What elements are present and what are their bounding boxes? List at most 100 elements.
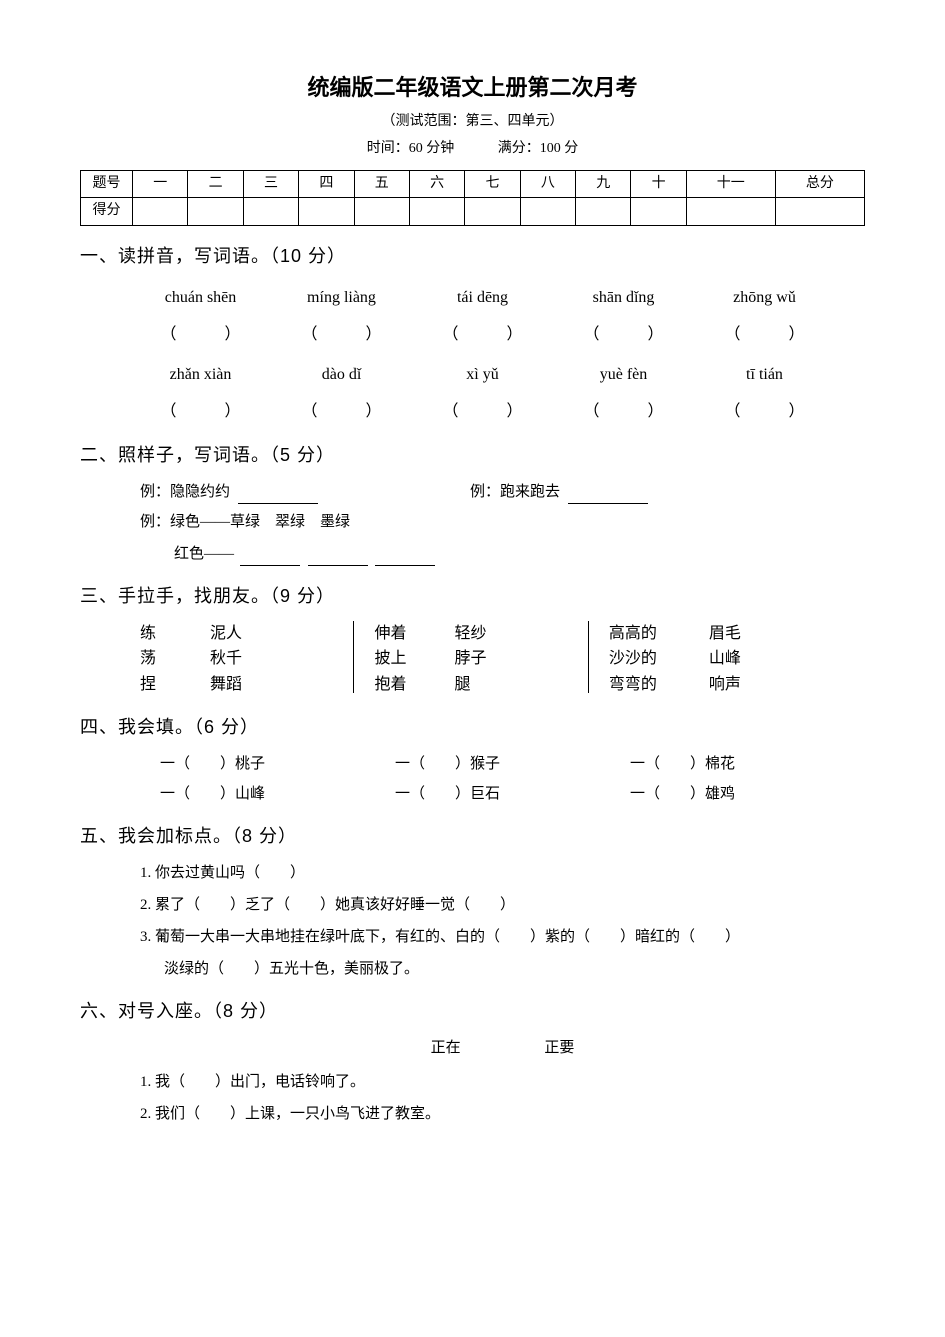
match-item: 秋千 [210,646,353,672]
match-container: 练 荡 捏 泥人 秋千 舞蹈 伸着 披上 抱着 轻纱 脖子 腿 高高的 沙沙的 … [80,621,865,698]
question-line: 3. 葡萄一大串一大串地挂在绿叶底下，有红的、白的（ ）紫的（ ）暗红的（ ） [80,925,865,949]
pinyin-item: shān dǐng [553,285,694,311]
word-choices: 正在 正要 [80,1036,865,1060]
section-1-head: 一、读拼音，写词语。（10 分） [80,242,865,271]
score-cell [354,198,409,225]
question-line: 1. 我（ ）出门，电话铃响了。 [80,1070,865,1094]
question-line: 1. 你去过黄山吗（ ） [80,861,865,885]
score-cell [686,198,775,225]
match-item: 腿 [454,672,587,698]
score-cell [520,198,575,225]
col-head: 三 [243,170,298,197]
score-cell [576,198,631,225]
question-line: 淡绿的（ ）五光十色，美丽极了。 [80,957,865,981]
table-row: 题号 一 二 三 四 五 六 七 八 九 十 十一 总分 [81,170,865,197]
score-cell [243,198,298,225]
answer-blank: （ ） [271,322,412,348]
answer-blank: （ ） [694,322,835,348]
fill-item: 一（ ）雄鸡 [630,782,865,806]
score-cell [631,198,686,225]
answer-blank: （ ） [412,399,553,425]
col-head: 十一 [686,170,775,197]
pinyin-item: zhǎn xiàn [130,362,271,388]
match-item: 抱着 [374,672,454,698]
section-3-head: 三、手拉手，找朋友。（9 分） [80,582,865,611]
pinyin-row: chuán shēn míng liàng tái dēng shān dǐng… [80,285,865,311]
col-head: 六 [409,170,464,197]
answer-blank: （ ） [130,399,271,425]
fill-row: 一（ ）山峰 一（ ）巨石 一（ ）雄鸡 [80,782,865,806]
question-line: 2. 我们（ ）上课，一只小鸟飞进了教室。 [80,1102,865,1126]
pinyin-item: míng liàng [271,285,412,311]
example-line: 例：绿色——草绿 翠绿 墨绿 [80,510,865,534]
answer-blank: （ ） [553,322,694,348]
match-item: 练 [140,621,210,647]
section-6-head: 六、对号入座。（8 分） [80,997,865,1026]
fill-item: 一（ ）桃子 [160,752,395,776]
score-cell [775,198,864,225]
time-label: 时间：60 分钟 [367,141,455,156]
match-item: 泥人 [210,621,353,647]
paren-row: （ ） （ ） （ ） （ ） （ ） [80,399,865,425]
table-row: 得分 [81,198,865,225]
col-head: 八 [520,170,575,197]
row-label: 题号 [81,170,133,197]
answer-blank: （ ） [412,322,553,348]
col-head: 一 [133,170,188,197]
blank-line [375,550,435,566]
pinyin-row: zhǎn xiàn dào dǐ xì yǔ yuè fèn tī tián [80,362,865,388]
pinyin-item: tī tián [694,362,835,388]
page-subtitle: （测试范围：第三、四单元） [80,111,865,133]
fullscore-label: 满分：100 分 [498,141,579,156]
match-item: 沙沙的 [609,646,709,672]
score-cell [409,198,464,225]
score-cell [299,198,354,225]
match-item: 舞蹈 [210,672,353,698]
answer-blank: （ ） [130,322,271,348]
pinyin-item: tái dēng [412,285,553,311]
section-4-head: 四、我会填。（6 分） [80,713,865,742]
match-item: 披上 [374,646,454,672]
blank-line [240,550,300,566]
col-head: 四 [299,170,354,197]
example-sub: 红色—— [80,542,865,566]
pinyin-item: chuán shēn [130,285,271,311]
answer-blank: （ ） [271,399,412,425]
choice-word: 正在 [431,1040,461,1056]
fill-item: 一（ ）棉花 [630,752,865,776]
blank-line [308,550,368,566]
score-table: 题号 一 二 三 四 五 六 七 八 九 十 十一 总分 得分 [80,170,865,226]
fill-item: 一（ ）巨石 [395,782,630,806]
pinyin-item: yuè fèn [553,362,694,388]
match-item: 捏 [140,672,210,698]
blank-line [238,488,318,504]
match-item: 伸着 [374,621,454,647]
match-item: 轻纱 [454,621,587,647]
score-cell [133,198,188,225]
paren-row: （ ） （ ） （ ） （ ） （ ） [80,322,865,348]
row-label: 得分 [81,198,133,225]
match-item: 眉毛 [709,621,865,647]
answer-blank: （ ） [553,399,694,425]
page-title: 统编版二年级语文上册第二次月考 [80,70,865,105]
col-head: 七 [465,170,520,197]
question-line: 2. 累了（ ）乏了（ ）她真该好好睡一觉（ ） [80,893,865,917]
match-item: 脖子 [454,646,587,672]
time-score-line: 时间：60 分钟 满分：100 分 [80,138,865,160]
score-cell [188,198,243,225]
fill-item: 一（ ）猴子 [395,752,630,776]
pinyin-item: xì yǔ [412,362,553,388]
pinyin-item: dào dǐ [271,362,412,388]
match-item: 荡 [140,646,210,672]
answer-blank: （ ） [694,399,835,425]
fill-row: 一（ ）桃子 一（ ）猴子 一（ ）棉花 [80,752,865,776]
col-head: 总分 [775,170,864,197]
col-head: 九 [576,170,631,197]
example-label: 例：隐隐约约 [140,484,230,500]
col-head: 五 [354,170,409,197]
match-item: 高高的 [609,621,709,647]
col-head: 十 [631,170,686,197]
col-head: 二 [188,170,243,197]
match-item: 响声 [709,672,865,698]
match-item: 弯弯的 [609,672,709,698]
